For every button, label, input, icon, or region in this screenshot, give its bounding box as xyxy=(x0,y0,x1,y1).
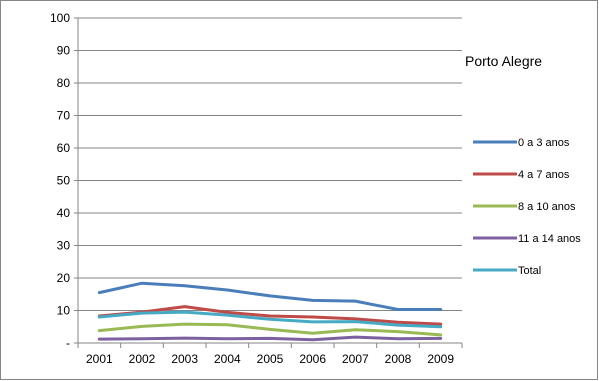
y-tick-label: 30 xyxy=(57,239,71,253)
legend-label: 4 a 7 anos xyxy=(518,169,570,181)
y-tick-label: 90 xyxy=(57,44,71,58)
legend-label: Total xyxy=(518,265,541,277)
x-tick-label: 2002 xyxy=(129,352,156,366)
y-tick-label: 80 xyxy=(57,76,71,90)
series-line-3 xyxy=(97,322,443,337)
x-tick-label: 2008 xyxy=(385,352,412,366)
x-tick-label: 2009 xyxy=(427,352,454,366)
x-tick-label: 2004 xyxy=(214,352,241,366)
y-axis: - 10 20 30 40 50 60 70 80 90 100 xyxy=(50,11,79,350)
chart-title: Porto Alegre xyxy=(465,53,542,69)
x-tick-label: 2006 xyxy=(299,352,326,366)
x-tick-label: 2001 xyxy=(86,352,113,366)
y-tick-label: 10 xyxy=(57,304,71,318)
series-line-1 xyxy=(97,281,443,311)
series-lines xyxy=(97,281,443,342)
legend-label: 8 a 10 anos xyxy=(518,201,576,213)
y-tick-label: 100 xyxy=(50,11,70,25)
x-tick-label: 2007 xyxy=(342,352,369,366)
legend-label: 11 a 14 anos xyxy=(518,233,581,245)
x-axis: 2001 2002 2003 2004 2005 2006 2007 2008 2009 xyxy=(77,342,463,366)
y-tick-label: - xyxy=(66,336,70,350)
y-tick-label: 20 xyxy=(57,271,71,285)
x-tick-label: 2003 xyxy=(171,352,198,366)
legend-label: 0 a 3 anos xyxy=(518,137,570,149)
series-line-2 xyxy=(97,305,443,326)
series-line-5 xyxy=(97,310,443,329)
y-tick-label: 60 xyxy=(57,141,71,155)
y-tick-label: 70 xyxy=(57,109,71,123)
y-tick-label: 40 xyxy=(57,206,71,220)
y-tick-label: 50 xyxy=(57,174,71,188)
series-line-4 xyxy=(97,335,443,342)
x-tick-label: 2005 xyxy=(257,352,284,366)
legend: 0 a 3 anos 4 a 7 anos 8 a 10 anos 11 a 14 a… xyxy=(473,137,581,277)
